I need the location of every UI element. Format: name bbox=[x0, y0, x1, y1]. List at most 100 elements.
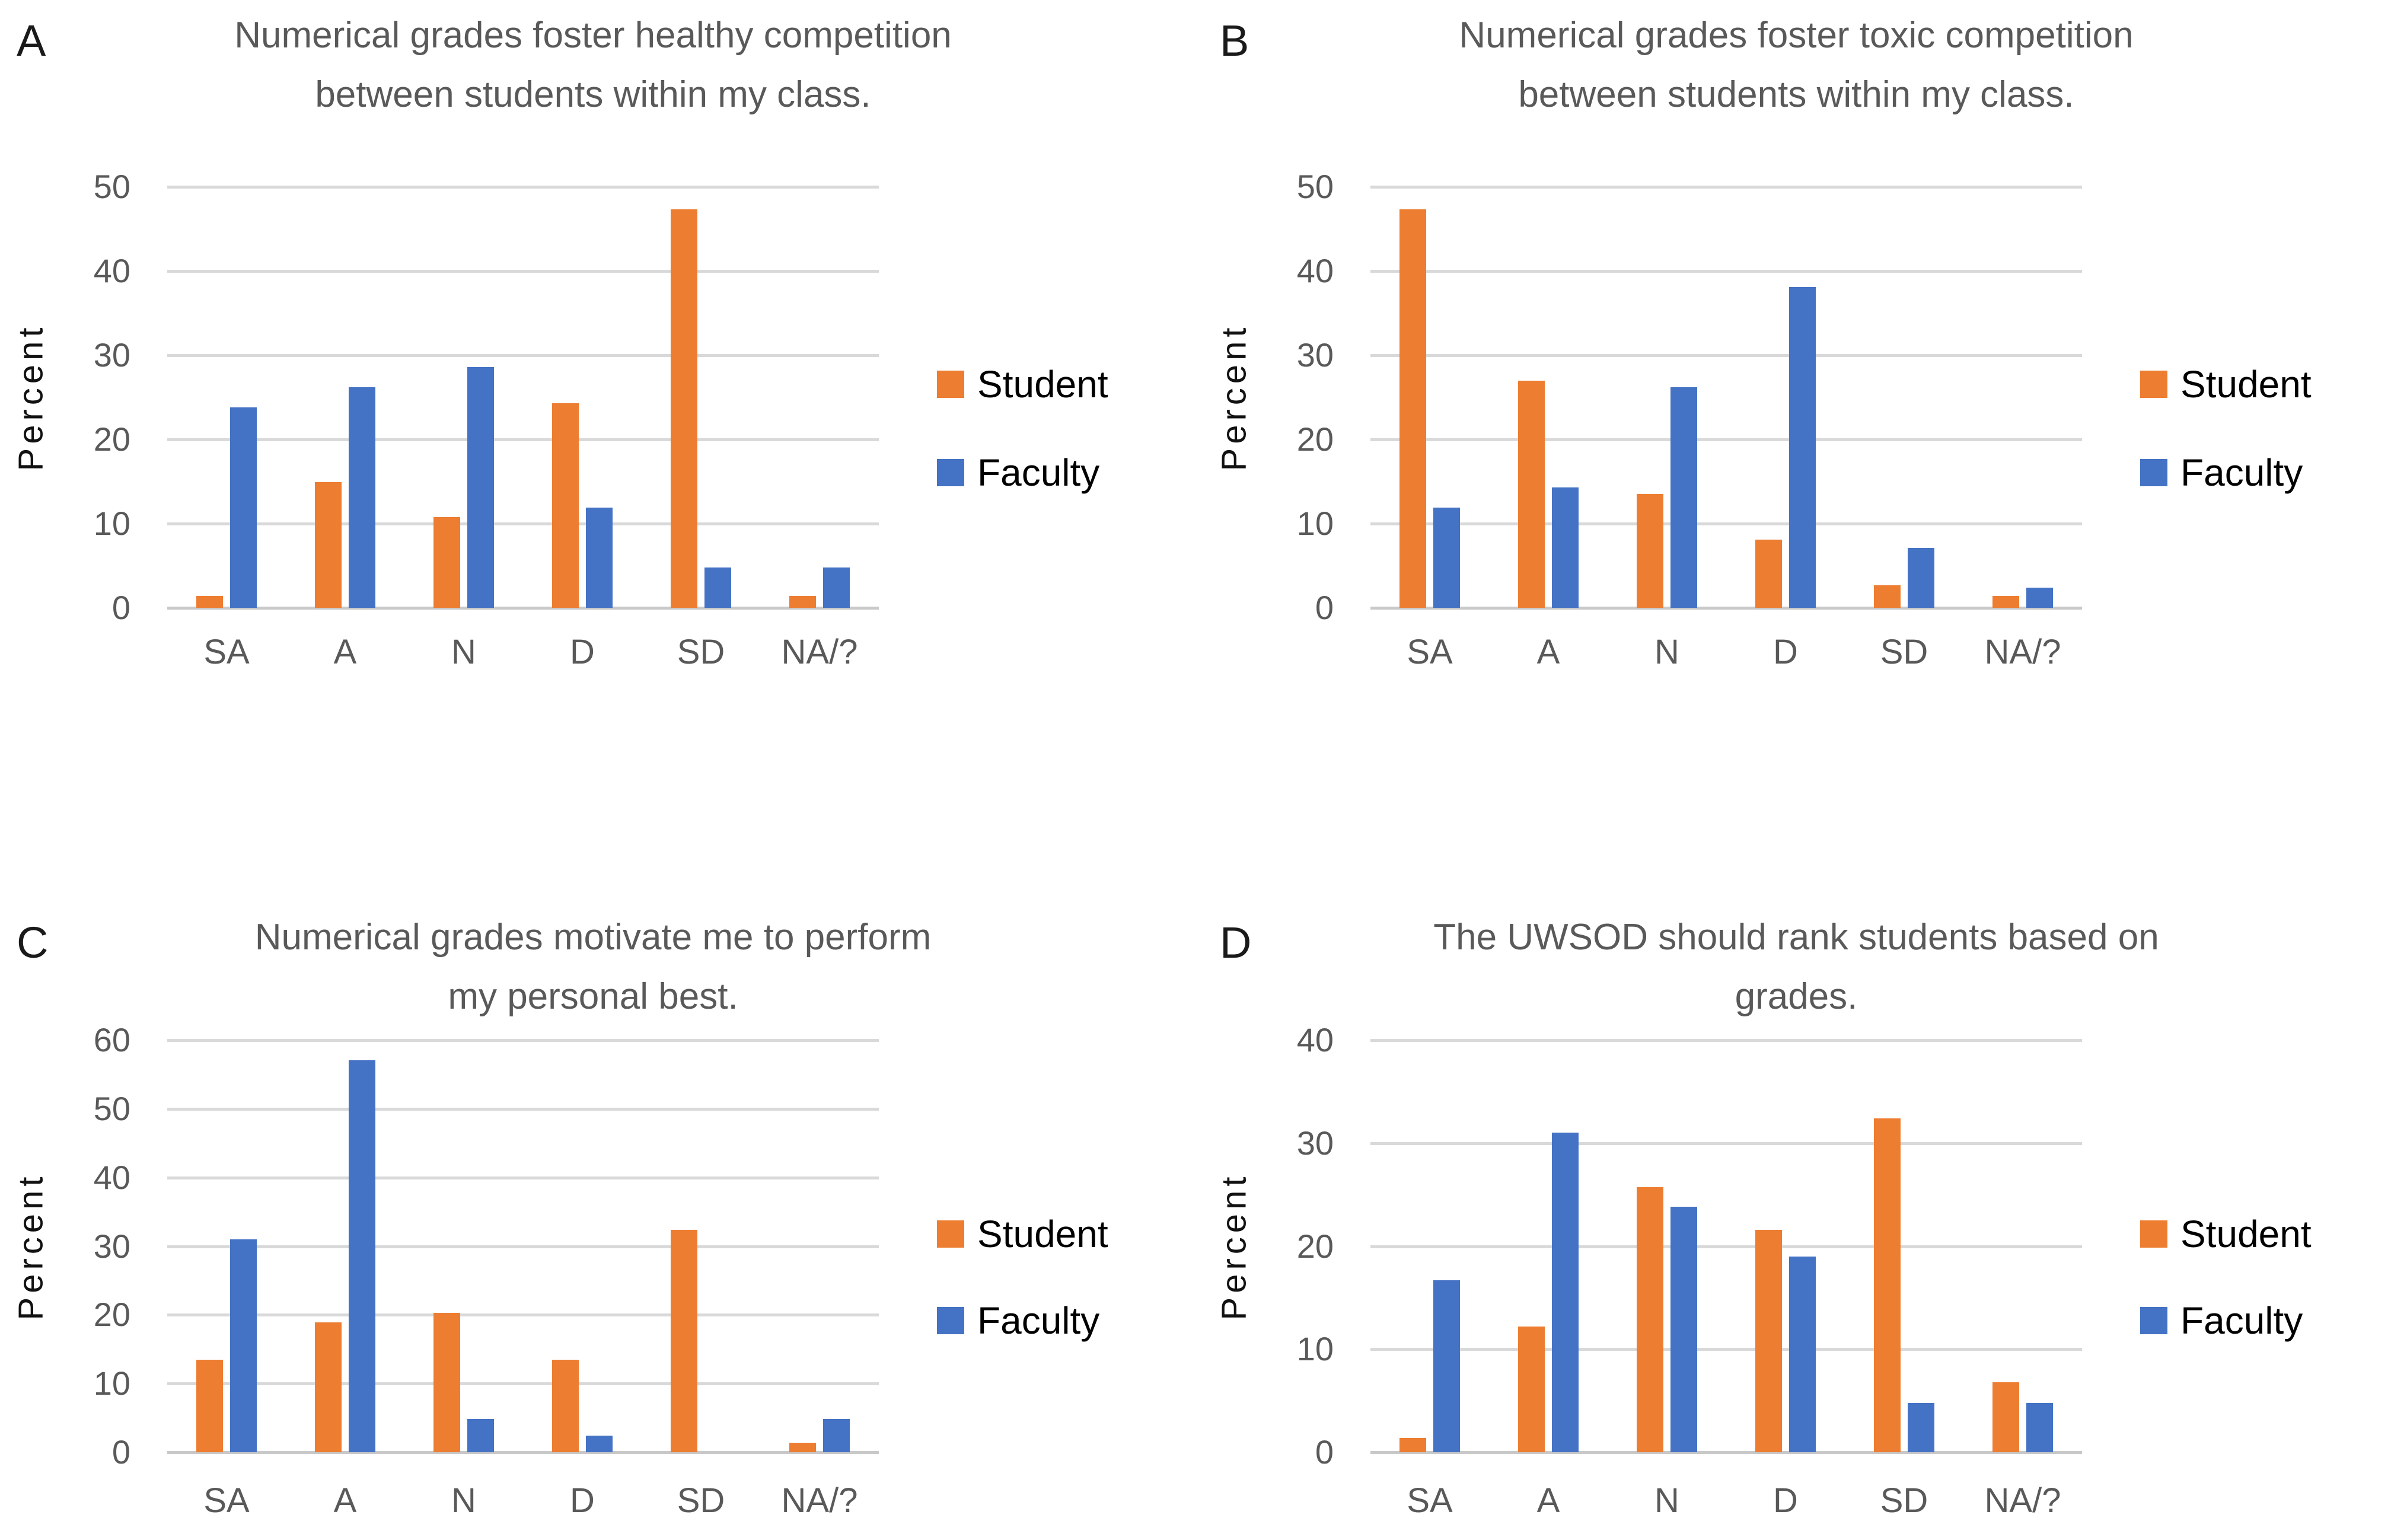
chart-title-b-line2: between students within my class. bbox=[1518, 74, 2074, 115]
x-label-N: N bbox=[451, 633, 476, 671]
y-tick-10: 10 bbox=[93, 505, 130, 542]
bar-faculty-SD bbox=[1908, 1402, 1934, 1452]
y-tick-60: 60 bbox=[93, 1021, 130, 1058]
bar-student-N bbox=[1637, 1187, 1663, 1452]
x-label-SA: SA bbox=[1407, 1481, 1453, 1520]
bar-faculty-A bbox=[1552, 487, 1579, 608]
bar-student-SA bbox=[196, 596, 223, 608]
y-tick-50: 50 bbox=[93, 1089, 130, 1127]
y-tick-20: 20 bbox=[93, 420, 130, 458]
bar-student-N bbox=[433, 1312, 460, 1452]
x-label-NA/?: NA/? bbox=[781, 1481, 858, 1520]
y-tick-10: 10 bbox=[1296, 1330, 1334, 1368]
student-color-swatch bbox=[937, 371, 964, 398]
bar-faculty-NA/? bbox=[823, 567, 850, 608]
x-label-D: D bbox=[570, 1481, 595, 1520]
x-axis-baseline bbox=[1370, 607, 2082, 610]
bar-student-SD bbox=[1874, 585, 1901, 608]
x-label-D: D bbox=[1773, 1481, 1798, 1520]
gridline-10 bbox=[1370, 1348, 2082, 1351]
panel-letter-d: D bbox=[1220, 918, 1252, 967]
bar-student-NA/? bbox=[1992, 1382, 2019, 1452]
bar-faculty-SA bbox=[230, 1239, 257, 1452]
bar-student-SA bbox=[1399, 209, 1426, 608]
y-tick-30: 30 bbox=[93, 336, 130, 374]
chart-title-a-line1: Numerical grades foster healthy competit… bbox=[234, 15, 952, 56]
bar-student-SD bbox=[1874, 1118, 1901, 1452]
bar-faculty-NA/? bbox=[2026, 587, 2053, 608]
chart-title-a-line2: between students within my class. bbox=[315, 74, 871, 115]
gridline-20 bbox=[167, 1313, 879, 1317]
bar-student-A bbox=[1518, 380, 1545, 608]
bar-faculty-SA bbox=[1433, 508, 1460, 608]
x-label-SA: SA bbox=[203, 633, 250, 671]
chart-panel-b: B Numerical grades foster toxic competit… bbox=[1203, 0, 2407, 770]
faculty-color-swatch bbox=[937, 459, 964, 486]
panel-letter-a: A bbox=[17, 16, 46, 65]
x-label-N: N bbox=[451, 1481, 476, 1520]
legend-label-student: Student bbox=[2180, 1213, 2312, 1255]
y-tick-30: 30 bbox=[93, 1227, 130, 1265]
bar-faculty-NA/? bbox=[2026, 1402, 2053, 1452]
bar-faculty-D bbox=[586, 1436, 613, 1452]
x-axis-baseline bbox=[167, 1451, 879, 1454]
gridline-20 bbox=[1370, 1245, 2082, 1248]
gridline-50 bbox=[1370, 186, 2082, 189]
legend-label-faculty: Faculty bbox=[2180, 451, 2303, 494]
gridline-50 bbox=[167, 186, 879, 189]
gridline-40 bbox=[167, 270, 879, 273]
bar-faculty-D bbox=[1789, 1256, 1816, 1452]
faculty-color-swatch bbox=[2140, 1307, 2167, 1334]
bar-faculty-A bbox=[349, 1060, 375, 1452]
y-tick-20: 20 bbox=[1296, 1227, 1334, 1265]
bar-student-A bbox=[1518, 1327, 1545, 1452]
x-axis-baseline bbox=[167, 607, 879, 610]
chart-title-c-line2: my personal best. bbox=[448, 976, 738, 1017]
legend-label-faculty: Faculty bbox=[2180, 1299, 2303, 1342]
x-label-SA: SA bbox=[203, 1481, 250, 1520]
x-axis-labels-a: SA A N D SD NA/? bbox=[167, 629, 879, 676]
chart-panel-c: C Numerical grades motivate me to perfor… bbox=[0, 770, 1204, 1540]
gridline-40 bbox=[1370, 270, 2082, 273]
x-label-NA/?: NA/? bbox=[1984, 633, 2061, 671]
y-axis-ticks-d: 40 30 20 10 0 bbox=[1227, 1021, 1334, 1471]
y-tick-0: 0 bbox=[111, 1433, 130, 1471]
gridline-30 bbox=[167, 354, 879, 357]
x-label-A: A bbox=[333, 1481, 357, 1520]
x-label-SD: SD bbox=[1880, 1481, 1928, 1520]
bar-faculty-N bbox=[467, 366, 494, 608]
y-axis-ticks-b: 50 40 30 20 10 0 bbox=[1227, 168, 1334, 626]
plot-area-d bbox=[1370, 1039, 2082, 1454]
gridline-10 bbox=[167, 522, 879, 525]
bar-student-D bbox=[552, 1359, 579, 1452]
chart-title-d-line1: The UWSOD should rank students based on bbox=[1433, 917, 2159, 958]
chart-title-d-line2: grades. bbox=[1735, 976, 1858, 1017]
y-tick-40: 40 bbox=[93, 252, 130, 289]
gridline-10 bbox=[1370, 522, 2082, 525]
x-label-N: N bbox=[1654, 1481, 1679, 1520]
x-label-NA/?: NA/? bbox=[781, 633, 858, 671]
bar-faculty-SD bbox=[704, 567, 731, 608]
chart-panel-a: A Numerical grades foster healthy compet… bbox=[0, 0, 1204, 770]
student-color-swatch bbox=[2140, 1220, 2167, 1248]
bar-faculty-A bbox=[1552, 1133, 1579, 1452]
plot-area-a bbox=[167, 186, 879, 610]
student-color-swatch bbox=[2140, 371, 2167, 398]
bar-student-A bbox=[315, 1322, 342, 1452]
y-tick-0: 0 bbox=[1315, 589, 1334, 626]
bar-student-NA/? bbox=[789, 1442, 816, 1452]
legend-item-student: Student bbox=[937, 364, 1108, 405]
bar-student-D bbox=[1755, 539, 1782, 608]
bar-student-N bbox=[1637, 494, 1663, 608]
x-label-SD: SD bbox=[677, 633, 725, 671]
bar-student-NA/? bbox=[1992, 596, 2019, 608]
y-tick-50: 50 bbox=[1296, 168, 1334, 205]
bar-faculty-N bbox=[467, 1419, 494, 1452]
x-label-SA: SA bbox=[1407, 633, 1453, 671]
legend-item-faculty: Faculty bbox=[937, 452, 1099, 493]
y-tick-40: 40 bbox=[1296, 1021, 1334, 1058]
y-tick-40: 40 bbox=[93, 1158, 130, 1196]
gridline-50 bbox=[167, 1107, 879, 1111]
chart-title-a: Numerical grades foster healthy competit… bbox=[89, 6, 1097, 125]
